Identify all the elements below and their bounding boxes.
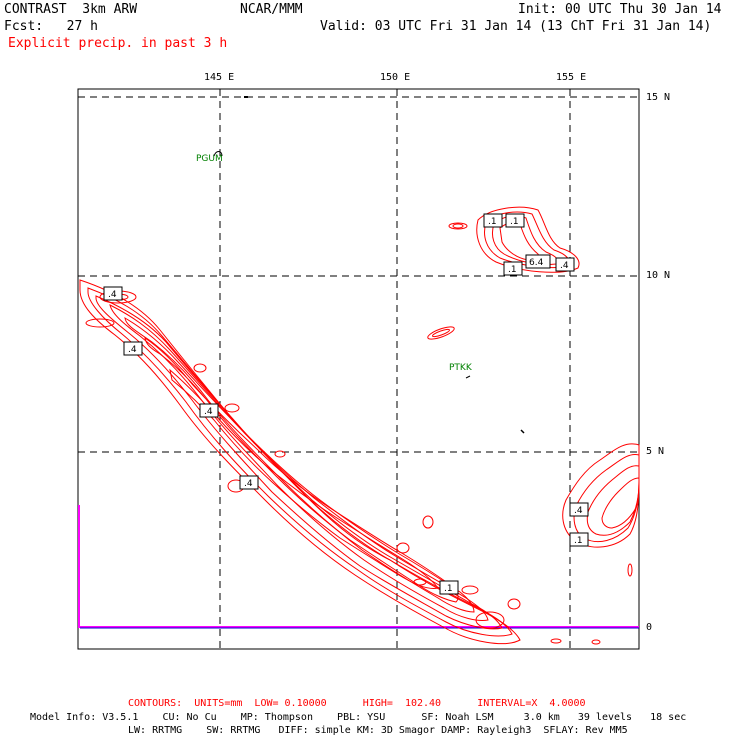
precip-contours <box>79 206 640 645</box>
model-title: CONTRAST 3km ARW <box>4 2 138 17</box>
contour-label: 6.4 <box>525 254 551 269</box>
central-streak <box>427 326 455 340</box>
station-ptkk: PTKK <box>449 363 473 373</box>
station-pgum: PGUM <box>196 154 223 164</box>
lon-tick-150: 150 E <box>380 72 411 83</box>
svg-text:.4: .4 <box>574 506 583 516</box>
east-edge-cluster <box>562 443 640 548</box>
svg-text:.4: .4 <box>108 290 117 300</box>
contour-label: .4 <box>555 257 575 272</box>
svg-text:.4: .4 <box>128 345 137 355</box>
contour-label: .1 <box>439 580 459 595</box>
svg-text:.4: .4 <box>560 261 569 271</box>
contour-label: .1 <box>505 213 525 228</box>
svg-text:.1: .1 <box>488 217 497 227</box>
island-east <box>520 429 525 434</box>
svg-text:.4: .4 <box>244 479 253 489</box>
stations: PGUM PTKK <box>196 96 525 434</box>
svg-text:6.4: 6.4 <box>529 258 544 268</box>
contour-label: .4 <box>569 502 589 517</box>
island-chuuk <box>465 375 471 379</box>
map-frame <box>77 88 640 650</box>
svg-text:.1: .1 <box>574 536 583 546</box>
contour-label: .1 <box>503 261 523 276</box>
lat-tick-15n: 15 N <box>646 92 671 103</box>
svg-text:.1: .1 <box>508 265 517 275</box>
field-title: Explicit precip. in past 3 h <box>8 36 228 51</box>
contour-label: .4 <box>123 341 143 356</box>
lon-tick-145: 145 E <box>204 72 235 83</box>
svg-text:.1: .1 <box>510 217 519 227</box>
init-time: Init: 00 UTC Thu 30 Jan 14 <box>518 2 722 17</box>
model-info-line2: LW: RRTMG SW: RRTMG DIFF: simple KM: 3D … <box>128 725 628 736</box>
lat-tick-10n: 10 N <box>646 270 671 281</box>
lat-tick-0: 0 <box>646 622 653 633</box>
lat-lon-grid <box>78 89 639 649</box>
contour-label: .4 <box>239 475 259 490</box>
contour-info: CONTOURS: UNITS=mm LOW= 0.10000 HIGH= 10… <box>128 698 586 709</box>
valid-time: Valid: 03 UTC Fri 31 Jan 14 (13 ChT Fri … <box>320 19 712 34</box>
diagonal-rainband <box>79 279 521 645</box>
lat-tick-5n: 5 N <box>646 446 665 457</box>
svg-text:.1: .1 <box>444 584 453 594</box>
contour-labels: .4 .4 .4 .4 .1 .1 .1 .1 6.4 .4 .4 .1 <box>103 213 589 595</box>
island-guam <box>213 151 223 157</box>
contour-label: .4 <box>103 286 123 301</box>
forecast-hour: Fcst: 27 h <box>4 19 98 34</box>
contour-label: .1 <box>569 532 589 547</box>
svg-text:.4: .4 <box>204 407 213 417</box>
model-info-line1: Model Info: V3.5.1 CU: No Cu MP: Thompso… <box>30 712 687 723</box>
contour-label: .4 <box>199 403 219 418</box>
center-title: NCAR/MMM <box>240 2 303 17</box>
domain-boundary <box>78 505 639 628</box>
lon-tick-155: 155 E <box>556 72 587 83</box>
contour-label: .1 <box>483 213 503 228</box>
